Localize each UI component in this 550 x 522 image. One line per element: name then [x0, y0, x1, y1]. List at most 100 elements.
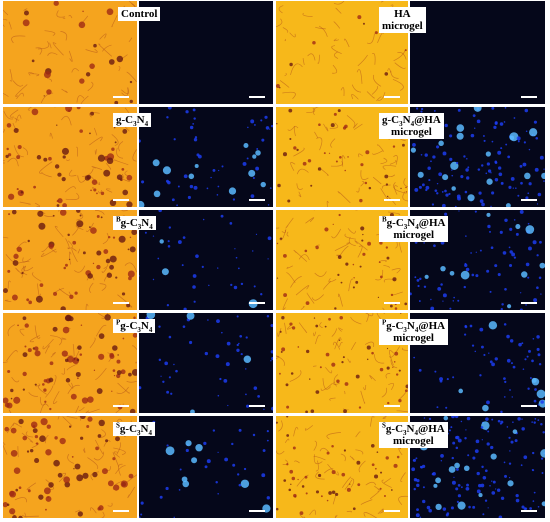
fluorescent-spot — [236, 343, 239, 347]
stain-spot — [43, 379, 48, 383]
stain-spot — [287, 199, 291, 203]
fluorescent-spot — [437, 286, 442, 291]
label-line: microgel — [382, 332, 445, 344]
stain-spot — [100, 191, 105, 196]
fluorescent-spot — [192, 285, 196, 289]
fluorescent-spot — [416, 508, 419, 512]
fluorescent-spot — [253, 124, 256, 126]
fluorescent-spot — [533, 421, 536, 424]
cell-outline — [287, 125, 295, 131]
cell-outline — [85, 408, 100, 413]
fluorescent-spot — [532, 337, 535, 340]
cell-outline — [381, 479, 392, 488]
fluorescent-spot — [526, 355, 529, 358]
fluorescent-spot — [204, 351, 208, 356]
fluorescence-image — [410, 1, 545, 104]
stain-spot — [71, 455, 74, 458]
fluorescent-spot — [439, 377, 444, 382]
label-line: g-C3N4 — [116, 114, 148, 128]
fluorescent-spot — [494, 178, 499, 182]
cell-outline — [337, 191, 351, 204]
stain-spot — [34, 435, 39, 439]
fluorescent-spot — [215, 481, 218, 484]
cell-outline — [375, 269, 384, 281]
fluorescent-spot — [227, 404, 229, 407]
stain-spot — [405, 186, 407, 189]
fluorescent-spot — [539, 155, 544, 160]
cell-outline — [289, 32, 296, 38]
stain-spot — [114, 100, 119, 104]
fluorescent-spot — [485, 417, 489, 421]
stain-spot — [131, 369, 137, 376]
stain-spot — [336, 379, 340, 383]
image-background — [139, 313, 273, 413]
stain-spot — [89, 63, 95, 69]
stain-spot — [78, 21, 86, 29]
cell-outline — [21, 265, 28, 276]
fluorescent-spot — [440, 265, 446, 272]
stain-spot — [109, 255, 117, 263]
fluorescent-spot — [240, 352, 243, 356]
scale-bar — [249, 302, 265, 304]
fluorescent-spot — [423, 242, 425, 244]
fluorescent-spot — [479, 199, 484, 203]
fluorescent-spot — [537, 505, 540, 508]
stain-spot — [7, 369, 11, 373]
cell-outline — [89, 337, 96, 348]
brightfield-image — [3, 1, 137, 104]
fluorescent-spot — [490, 453, 497, 460]
cell-outline — [77, 416, 82, 421]
fluorescent-spot — [457, 299, 460, 302]
stain-spot — [3, 397, 9, 404]
fluorescent-spot — [451, 416, 455, 419]
cell-outline — [47, 52, 58, 56]
fluorescent-spot — [474, 127, 476, 129]
stain-spot — [324, 227, 329, 232]
fluorescent-spot — [440, 460, 443, 462]
fluorescent-spot — [152, 235, 155, 237]
cell-outline — [380, 157, 388, 165]
fluorescent-spot — [412, 142, 416, 147]
cell-outline — [356, 187, 360, 193]
fluorescent-spot — [188, 173, 195, 180]
cell-outline — [102, 232, 109, 245]
fluorescent-spot — [472, 114, 476, 118]
cell-outline — [95, 210, 105, 215]
stain-spot — [129, 80, 133, 84]
fluorescent-spot — [267, 236, 272, 241]
fluorescent-spot — [183, 174, 188, 179]
fluorescent-spot — [436, 406, 439, 409]
fluorescent-spot — [473, 107, 482, 112]
fluorescent-spot — [245, 393, 247, 396]
cell-outline — [3, 9, 9, 16]
fluorescent-spot — [139, 139, 141, 143]
fluorescent-spot — [491, 191, 495, 195]
fluorescent-spot — [533, 491, 536, 494]
cell-outline — [328, 278, 337, 283]
fluorescent-spot — [167, 245, 171, 248]
fluorescent-spot — [540, 449, 545, 458]
cell-outline — [355, 449, 364, 455]
fluorescent-spot — [528, 182, 532, 186]
stain-spot — [89, 226, 91, 228]
fluorescent-spot — [500, 496, 505, 500]
stain-spot — [17, 324, 19, 327]
cell-outline — [55, 287, 65, 293]
cell-outline — [82, 168, 94, 177]
cell-outline — [3, 93, 9, 97]
stain-spot — [288, 488, 291, 492]
fluorescent-spot — [490, 445, 494, 450]
stain-spot — [392, 366, 394, 368]
stain-spot — [75, 371, 81, 377]
fluorescent-spot — [238, 483, 242, 487]
cell-outline — [356, 69, 363, 84]
stain-spot — [305, 492, 308, 495]
fluorescent-spot — [465, 168, 469, 172]
cell-outline — [11, 377, 20, 383]
stain-spot — [398, 369, 401, 372]
stain-spot — [38, 494, 44, 500]
cell-outline — [116, 442, 122, 455]
stain-spot — [389, 212, 394, 217]
cell-outline — [380, 1, 384, 3]
fluorescent-spot — [467, 166, 470, 169]
